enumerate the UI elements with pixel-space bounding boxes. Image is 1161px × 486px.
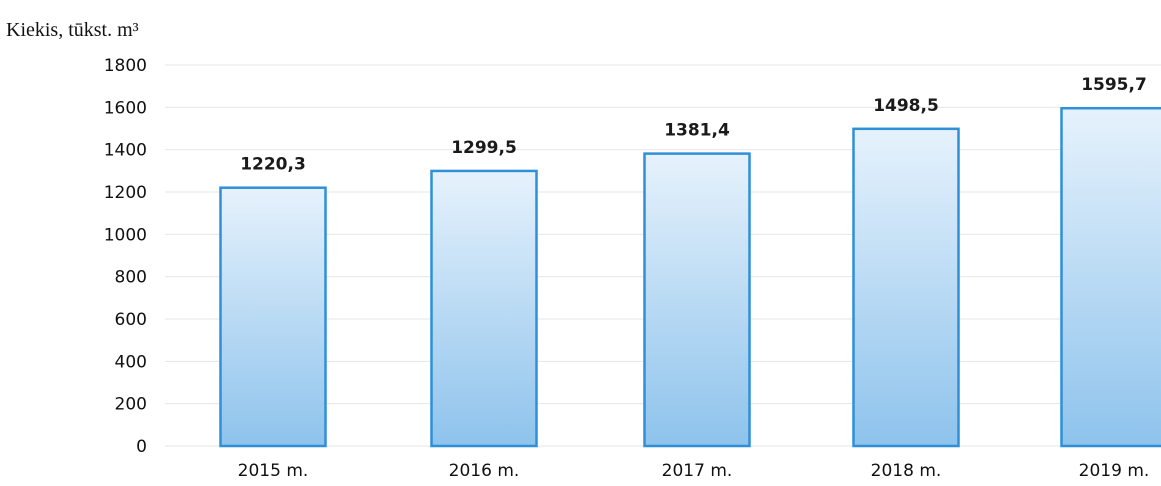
bar: [430, 169, 538, 448]
bar: [1060, 106, 1161, 448]
bar: [852, 127, 960, 448]
data-label: 1595,7: [1081, 75, 1147, 95]
x-category-label: 2016 m.: [449, 461, 520, 481]
bar: [219, 186, 327, 448]
y-tick-label: 1000: [104, 225, 147, 245]
y-tick-label: 400: [115, 352, 147, 372]
x-category-label: 2018 m.: [871, 461, 942, 481]
x-category-label: 2017 m.: [662, 461, 733, 481]
y-axis-title: Kiekis, tūkst. m³: [6, 19, 139, 41]
data-label: 1381,4: [664, 121, 730, 141]
data-label: 1220,3: [240, 155, 306, 175]
data-labels: 1220,3 1299,5 1381,4 1498,5 1595,7: [240, 75, 1147, 174]
y-tick-label: 1600: [104, 98, 147, 118]
x-category-label: 2015 m.: [238, 461, 309, 481]
data-label: 1299,5: [451, 138, 517, 158]
y-axis-ticks: 0 200 400 600 800 1000 1200 1400 1600 1800: [104, 56, 147, 457]
y-tick-label: 1200: [104, 183, 147, 203]
y-tick-label: 0: [136, 437, 147, 457]
bar: [643, 152, 751, 448]
y-tick-label: 1800: [104, 56, 147, 76]
data-label: 1498,5: [873, 96, 939, 116]
x-axis-categories: 2015 m. 2016 m. 2017 m. 2018 m. 2019 m.: [238, 461, 1150, 481]
y-tick-label: 1400: [104, 141, 147, 161]
y-tick-label: 800: [115, 268, 147, 288]
x-category-label: 2019 m.: [1079, 461, 1150, 481]
y-tick-label: 600: [115, 310, 147, 330]
bars: [219, 106, 1161, 448]
y-tick-label: 200: [115, 395, 147, 415]
